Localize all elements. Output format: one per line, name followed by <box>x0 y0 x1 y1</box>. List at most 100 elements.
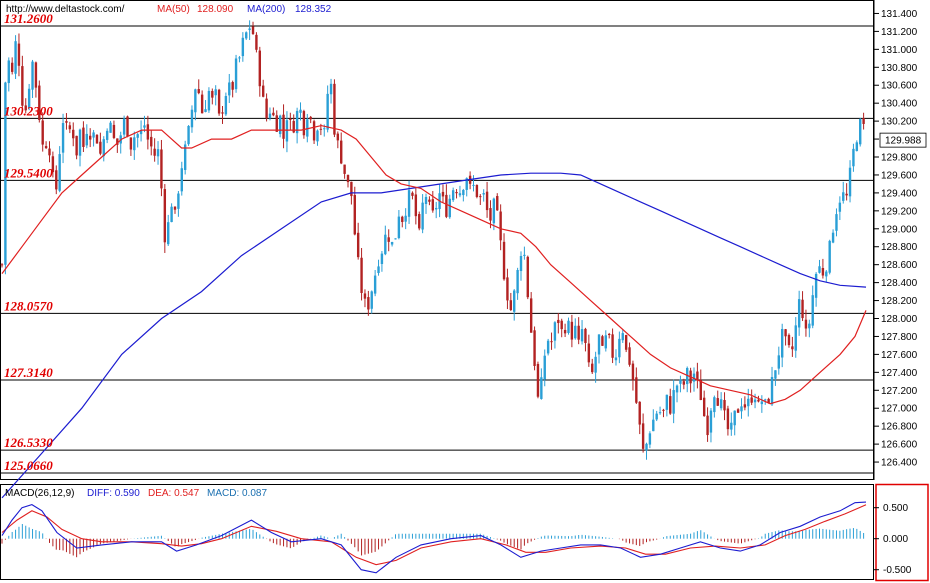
candle-body-181 <box>614 357 618 361</box>
price-tick-19: 127.600 <box>881 350 918 361</box>
candle-body-194 <box>658 412 662 414</box>
candle-body-100 <box>340 140 343 164</box>
candle-body-232 <box>787 334 791 346</box>
macd-name: MACD(26,12,9) <box>5 488 74 499</box>
candle-body-152 <box>516 270 519 294</box>
candle-body-173 <box>587 343 591 363</box>
candle-body-254 <box>862 118 865 124</box>
candle-body-237 <box>804 319 808 329</box>
price-tick-0: 131.400 <box>881 9 918 20</box>
candle-body-198 <box>672 390 675 414</box>
level-label-4: 127.3140 <box>4 365 53 380</box>
candle-body-193 <box>655 413 658 420</box>
candle-body-20 <box>68 125 72 130</box>
price-tick-25: 126.400 <box>881 458 918 469</box>
candle-body-52 <box>177 193 180 209</box>
price-tick-13: 128.800 <box>881 242 918 253</box>
candle-body-225 <box>764 399 767 401</box>
candle-body-43 <box>146 124 150 140</box>
candle-body-92 <box>312 121 316 141</box>
candle-body-102 <box>346 174 350 183</box>
candle-body-58 <box>197 89 200 94</box>
candle-body-103 <box>350 181 353 197</box>
candle-body-176 <box>597 334 601 355</box>
candle-body-30 <box>102 139 105 157</box>
main-panel <box>0 0 874 480</box>
candle-body-210 <box>713 397 716 413</box>
candle-body-33 <box>112 124 116 138</box>
candle-body-174 <box>591 363 594 373</box>
candle-body-49 <box>167 222 170 245</box>
candle-body-205 <box>696 371 699 381</box>
candle-body-55 <box>187 125 190 145</box>
candle-body-226 <box>767 398 770 404</box>
candle-body-119 <box>404 215 407 222</box>
price-tick-6: 130.200 <box>881 117 918 128</box>
candle-body-27 <box>92 132 95 138</box>
candle-body-144 <box>489 208 492 221</box>
candle-body-136 <box>462 189 465 196</box>
candle-body-137 <box>465 178 468 190</box>
candle-body-0 <box>0 264 4 266</box>
candle-body-159 <box>540 377 543 399</box>
candle-body-186 <box>631 363 635 380</box>
macd-histogram <box>1 524 865 558</box>
candle-body-21 <box>72 129 75 139</box>
candle-body-192 <box>652 419 655 432</box>
candle-body-114 <box>387 237 390 242</box>
candle-body-45 <box>153 148 156 156</box>
candle-body-240 <box>814 273 818 298</box>
candle-body-124 <box>421 202 424 230</box>
candle-body-126 <box>428 199 431 202</box>
candle-body-96 <box>326 93 329 130</box>
candle-body-211 <box>716 398 719 406</box>
candle-body-47 <box>160 149 163 189</box>
candle-body-1 <box>4 82 7 265</box>
candle-body-183 <box>621 333 624 341</box>
price-tick-10: 129.400 <box>881 188 918 199</box>
candle-body-115 <box>390 241 394 245</box>
candle-body-161 <box>546 340 550 354</box>
candle-body-141 <box>479 196 482 198</box>
candle-body-241 <box>818 266 821 273</box>
candle-body-160 <box>543 355 546 380</box>
candle-body-86 <box>292 121 295 133</box>
candle-body-243 <box>825 271 828 277</box>
candle-body-249 <box>845 193 848 196</box>
candle-body-110 <box>373 275 377 294</box>
ma50-legend-label: MA(50) <box>157 4 190 15</box>
candle-body-42 <box>143 125 146 128</box>
candle-body-247 <box>838 202 842 212</box>
candle-body-217 <box>736 409 740 413</box>
candle-body-19 <box>65 121 68 123</box>
candle-body-104 <box>353 194 356 235</box>
candle-body-5 <box>17 43 21 66</box>
candle-body-29 <box>99 141 102 154</box>
candle-body-24 <box>82 127 85 147</box>
candle-body-171 <box>580 329 584 342</box>
candle-body-179 <box>607 333 611 336</box>
candle-body-87 <box>295 110 299 134</box>
candle-body-65 <box>221 112 224 114</box>
candle-body-125 <box>424 196 428 204</box>
candle-body-135 <box>458 193 462 196</box>
candle-body-88 <box>299 109 302 113</box>
price-tick-9: 129.600 <box>881 170 918 181</box>
candle-body-57 <box>194 89 197 113</box>
candle-body-236 <box>801 299 804 319</box>
candle-body-14 <box>48 148 51 156</box>
candle-body-23 <box>78 129 82 156</box>
candle-body-105 <box>356 232 360 258</box>
macd-tick-2: -0.500 <box>883 565 912 576</box>
candle-body-9 <box>31 61 34 90</box>
candle-body-71 <box>241 37 245 57</box>
candle-body-244 <box>828 240 831 273</box>
candle-body-250 <box>848 167 852 197</box>
candle-body-188 <box>638 401 641 425</box>
candle-body-78 <box>265 98 268 119</box>
candle-body-22 <box>75 135 78 156</box>
ma50-legend-value: 128.090 <box>197 4 234 15</box>
candle-body-118 <box>401 216 404 222</box>
level-labels: 131.2600 130.2300 129.5400 128.0570 127.3140… <box>4 11 53 473</box>
candle-body-229 <box>777 355 781 369</box>
